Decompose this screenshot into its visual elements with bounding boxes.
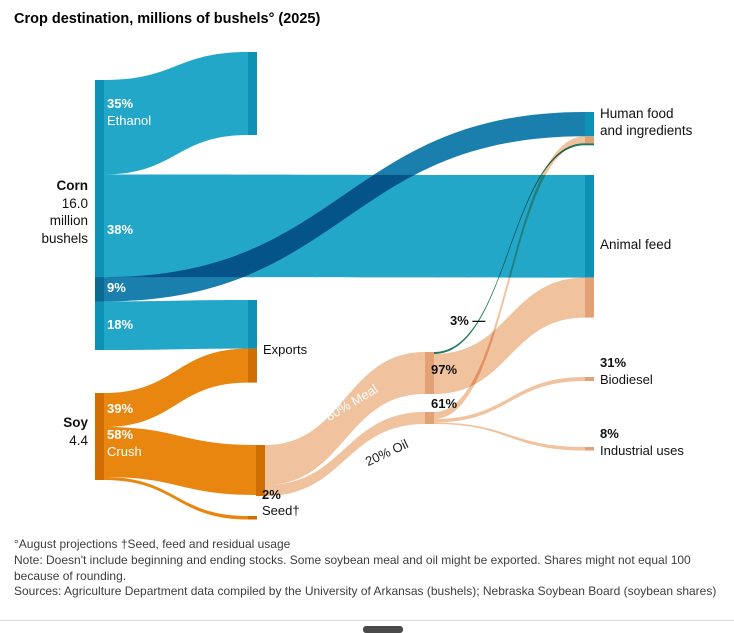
- crush-share-label: 58%: [107, 427, 134, 442]
- flow-soy-seed: [104, 477, 248, 520]
- node-animal-feed-bar-meal-seg: [585, 277, 594, 318]
- flow-crush-oil: [265, 412, 425, 496]
- bottom-divider: [0, 620, 734, 621]
- node-corn-bar: [95, 80, 104, 350]
- flow-soy-exports: [104, 348, 248, 427]
- flow-oil-human-food: [434, 136, 585, 420]
- corn-node-label: Corn 16.0 million bushels: [14, 177, 88, 247]
- seed-share-label: 2%: [262, 487, 281, 502]
- ethanol-share-label: 35%: [107, 96, 134, 111]
- human-food-label-1: Human food: [600, 106, 674, 121]
- soy-name: Soy: [63, 415, 88, 430]
- seed-node-label: Seed†: [262, 503, 300, 518]
- biodiesel-share-label: 31%: [600, 355, 627, 370]
- corn-human-share-label: 9%: [107, 280, 126, 295]
- flow-corn-human-food: [104, 112, 585, 302]
- flow-corn-animal-feed: [104, 174, 585, 278]
- node-exports-bar-corn-seg: [248, 300, 257, 349]
- exports-node-label: Exports: [263, 342, 308, 357]
- node-human-food-bar-corn-seg: [585, 112, 594, 137]
- flow-meal-animal-feed: [434, 277, 585, 394]
- flow-crush-meal: [265, 352, 425, 485]
- flow-oil-biodiesel: [434, 377, 585, 423]
- node-human-food-bar-oil-seg: [585, 136, 594, 144]
- animal-feed-label: Animal feed: [600, 237, 672, 252]
- node-human-food-bar-meal-seg: [585, 143, 594, 146]
- node-seed-dash: [248, 516, 257, 520]
- corn-exports-share-label: 18%: [107, 317, 134, 332]
- corn-name: Corn: [56, 178, 89, 193]
- flow-meal-human-food: [434, 143, 585, 354]
- node-animal-feed-bar-corn-seg: [585, 175, 594, 278]
- ethanol-label: Ethanol: [107, 113, 152, 128]
- meal-food-share-label: 3% —: [450, 313, 486, 328]
- node-exports-bar-soy-seg: [248, 348, 257, 383]
- flow-oil-industrial: [434, 422, 585, 451]
- corn-total: 16.0: [61, 195, 88, 211]
- node-oil-bar: [425, 412, 434, 424]
- flow-corn-exports: [104, 300, 248, 350]
- node-soy-bar: [95, 393, 104, 480]
- corn-unit-2: bushels: [41, 230, 88, 246]
- crush-label: Crush: [107, 444, 142, 459]
- node-crush-bar: [256, 445, 265, 496]
- chart-title: Crop destination, millions of bushels° (…: [14, 11, 321, 27]
- human-food-label-2: and ingredients: [600, 123, 693, 138]
- footnote-note: Note: Doesn't include beginning and endi…: [14, 553, 691, 583]
- footnote-sources: Sources: Agriculture Department data com…: [14, 584, 717, 598]
- node-biodiesel-dash: [585, 377, 594, 381]
- soy-total: 4.4: [69, 432, 88, 448]
- node-corn-bar-human-seg: [95, 277, 104, 302]
- industrial-label: Industrial uses: [600, 443, 684, 458]
- scrollbar-thumb[interactable]: [363, 626, 403, 633]
- soy-node-label: Soy 4.4: [14, 414, 88, 449]
- flow-corn-ethanol: [104, 52, 248, 175]
- node-meal-bar: [425, 352, 434, 394]
- meal-feed-share-label: 97%: [431, 362, 458, 377]
- soy-exports-share-label: 39%: [107, 401, 134, 416]
- biodiesel-label: Biodiesel: [600, 372, 653, 387]
- oil-food-share-label: 61%: [431, 396, 458, 411]
- node-ethanol-bar: [248, 52, 257, 135]
- industrial-share-label: 8%: [600, 426, 619, 441]
- node-industrial-dash: [585, 447, 594, 451]
- corn-unit-1: million: [49, 213, 88, 228]
- footnote-markers: °August projections †Seed, feed and resi…: [14, 537, 291, 551]
- corn-feed-share-label: 38%: [107, 222, 134, 237]
- flow-soy-crush: [104, 427, 256, 495]
